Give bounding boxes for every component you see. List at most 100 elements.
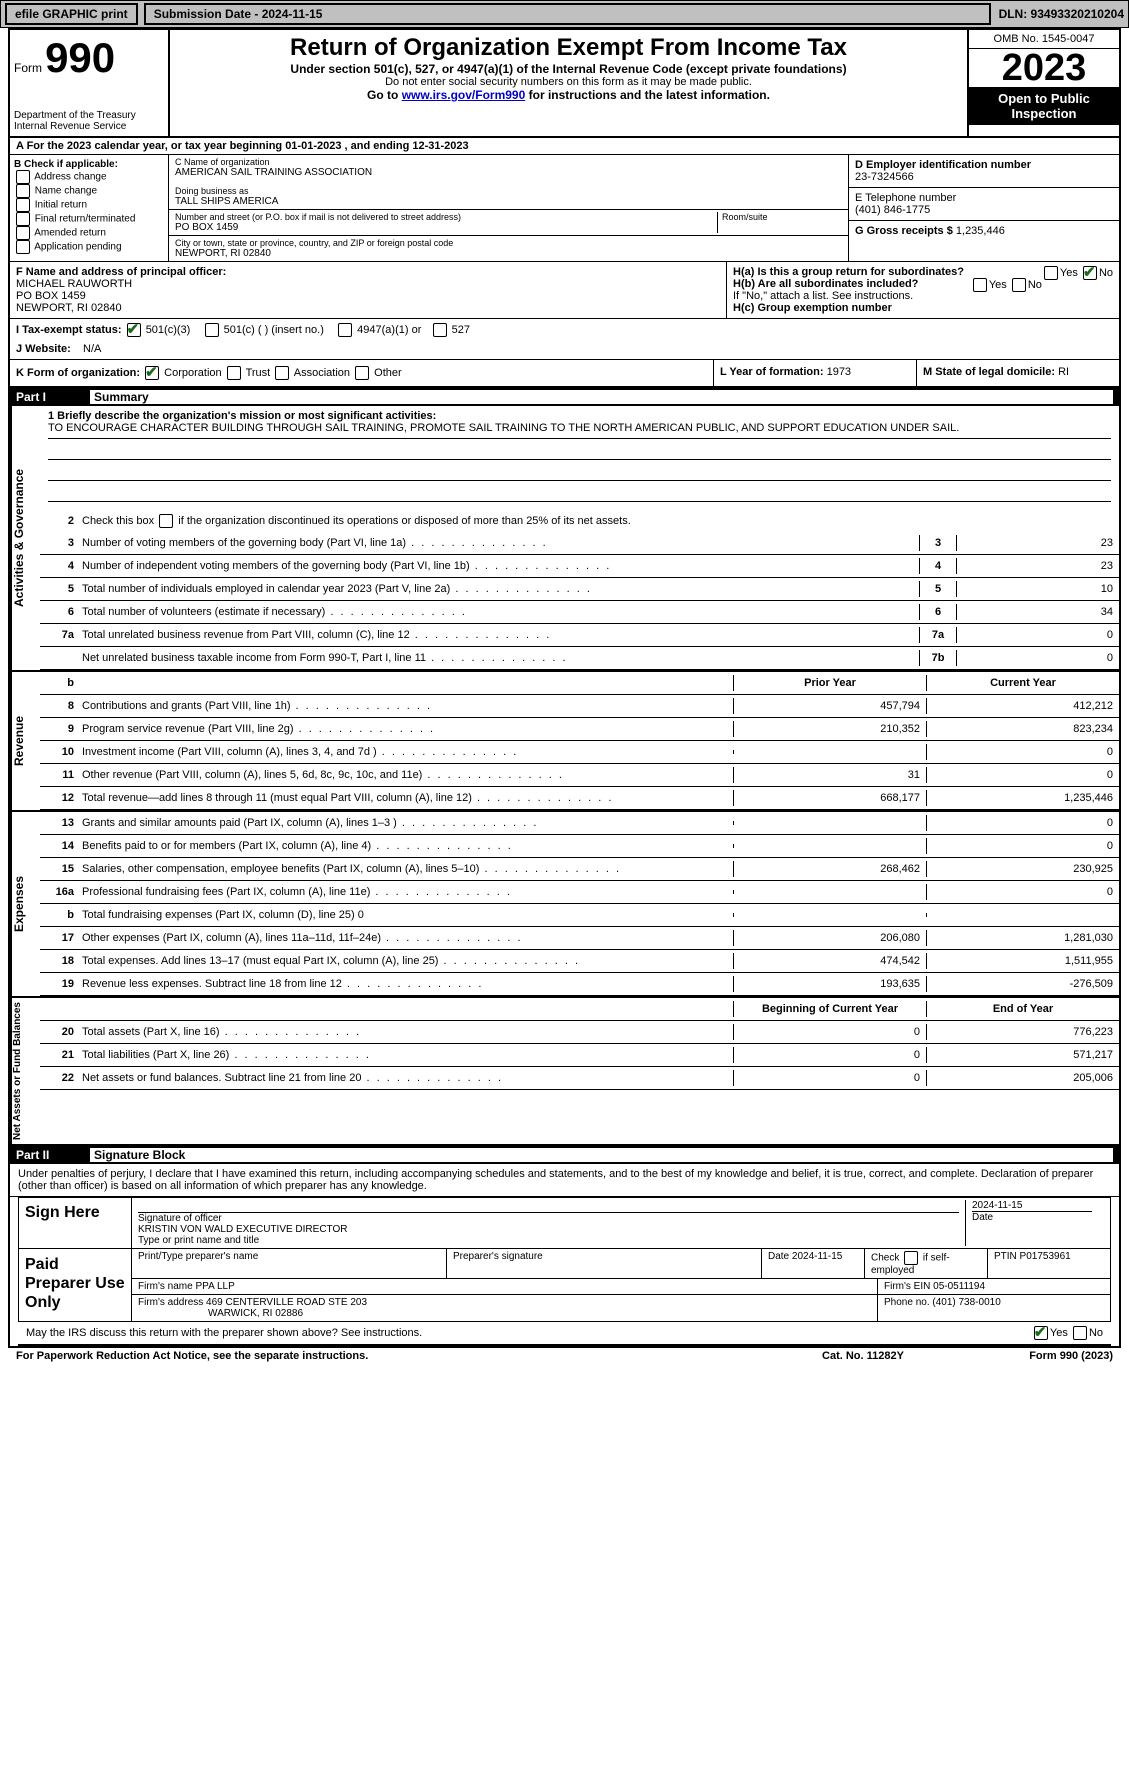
summary-expenses: Expenses 13 Grants and similar amounts p… [10, 812, 1119, 998]
check-association[interactable] [275, 366, 289, 380]
sign-here-block: Sign Here Signature of officer KRISTIN V… [18, 1197, 1111, 1249]
dba-name: TALL SHIPS AMERICA [175, 196, 842, 207]
hb-note: If "No," attach a list. See instructions… [733, 290, 1113, 302]
check-amended-return[interactable]: Amended return [14, 226, 164, 240]
preparer-date: Date 2024-11-15 [762, 1249, 865, 1278]
hb-no-check[interactable] [1012, 278, 1026, 292]
netassets-line-22: 22 Net assets or fund balances. Subtract… [40, 1067, 1119, 1090]
row-a-tax-year: A For the 2023 calendar year, or tax yea… [10, 138, 1119, 155]
summary-revenue: Revenue b Prior Year Current Year 8 Cont… [10, 672, 1119, 812]
check-4947[interactable] [338, 323, 352, 337]
form-footer: Form 990 (2023) [963, 1350, 1113, 1362]
open-public-inspection: Open to Public Inspection [969, 87, 1119, 125]
gov-line-7a: 7a Total unrelated business revenue from… [40, 624, 1119, 647]
discuss-no-check[interactable] [1073, 1326, 1087, 1340]
expense-line-b: b Total fundraising expenses (Part IX, c… [40, 904, 1119, 927]
expense-line-18: 18 Total expenses. Add lines 13–17 (must… [40, 950, 1119, 973]
expense-line-14: 14 Benefits paid to or for members (Part… [40, 835, 1119, 858]
revenue-line-12: 12 Total revenue—add lines 8 through 11 … [40, 787, 1119, 810]
tax-year: 2023 [969, 49, 1119, 87]
paid-preparer-label: Paid Preparer Use Only [19, 1249, 132, 1321]
form-header: Form 990 Department of the Treasury Inte… [10, 30, 1119, 138]
check-501c[interactable] [205, 323, 219, 337]
box-c: C Name of organization AMERICAN SAIL TRA… [169, 155, 849, 261]
sign-here-label: Sign Here [19, 1198, 132, 1248]
year-formation: 1973 [827, 366, 851, 378]
ha-yes-check[interactable] [1044, 266, 1058, 280]
year-formation-label: L Year of formation: [720, 366, 824, 378]
hb-yes-check[interactable] [973, 278, 987, 292]
firm-city: WARWICK, RI 02886 [138, 1308, 871, 1319]
discuss-with-preparer: May the IRS discuss this return with the… [18, 1322, 1111, 1346]
box-deg: D Employer identification number 23-7324… [849, 155, 1119, 261]
phone-label: E Telephone number [855, 192, 1113, 204]
line-2: 2 Check this box if the organization dis… [40, 510, 1119, 532]
box-b: B Check if applicable: Address change Na… [10, 155, 169, 261]
check-501c3[interactable] [127, 323, 141, 337]
ha-no-check[interactable] [1083, 266, 1097, 280]
hc-row: H(c) Group exemption number [733, 302, 1113, 314]
check-trust[interactable] [227, 366, 241, 380]
check-initial-return[interactable]: Initial return [14, 198, 164, 212]
section-fh: F Name and address of principal officer:… [10, 262, 1119, 319]
gross-receipts-value: 1,235,446 [956, 225, 1005, 237]
officer-name: MICHAEL RAUWORTH [16, 278, 720, 290]
section-bcde: B Check if applicable: Address change Na… [10, 155, 1119, 262]
check-address-change[interactable]: Address change [14, 170, 164, 184]
state-domicile-label: M State of legal domicile: [923, 366, 1055, 378]
gov-line-6: 6 Total number of volunteers (estimate i… [40, 601, 1119, 624]
part2-header: Part II Signature Block [10, 1146, 1119, 1164]
expense-line-13: 13 Grants and similar amounts paid (Part… [40, 812, 1119, 835]
gross-receipts-label: G Gross receipts $ [855, 225, 953, 237]
part1-header: Part I Summary [10, 388, 1119, 406]
netassets-line-20: 20 Total assets (Part X, line 16) 0 776,… [40, 1021, 1119, 1044]
discuss-yes-check[interactable] [1034, 1326, 1048, 1340]
top-toolbar: efile GRAPHIC print Submission Date - 20… [0, 0, 1129, 28]
summary-netassets: Net Assets or Fund Balances Beginning of… [10, 998, 1119, 1146]
sig-officer-name: KRISTIN VON WALD EXECUTIVE DIRECTOR [138, 1224, 347, 1235]
perjury-statement: Under penalties of perjury, I declare th… [10, 1164, 1119, 1197]
check-self-employed[interactable] [904, 1251, 918, 1265]
bottom-bar: For Paperwork Reduction Act Notice, see … [8, 1348, 1121, 1364]
submission-date: Submission Date - 2024-11-15 [144, 3, 991, 25]
check-other[interactable] [355, 366, 369, 380]
form-title: Return of Organization Exempt From Incom… [176, 34, 961, 62]
ein-value: 23-7324566 [855, 171, 1113, 183]
netassets-header: Beginning of Current Year End of Year [40, 998, 1119, 1021]
sig-officer-label: Signature of officer [138, 1213, 222, 1224]
check-name-change[interactable]: Name change [14, 184, 164, 198]
mission-text: TO ENCOURAGE CHARACTER BUILDING THROUGH … [48, 422, 1111, 439]
expense-line-17: 17 Other expenses (Part IX, column (A), … [40, 927, 1119, 950]
gov-line-5: 5 Total number of individuals employed i… [40, 578, 1119, 601]
tax-exempt-row: I Tax-exempt status: 501(c)(3) 501(c) ( … [16, 323, 727, 337]
form-org-label: K Form of organization: [16, 367, 140, 379]
officer-label: F Name and address of principal officer: [16, 266, 720, 278]
check-corporation[interactable] [145, 366, 159, 380]
section-klm: K Form of organization: Corporation Trus… [10, 360, 1119, 388]
irs-link[interactable]: www.irs.gov/Form990 [402, 88, 526, 102]
check-527[interactable] [433, 323, 447, 337]
vside-expenses: Expenses [10, 812, 40, 996]
gov-line-7b: Net unrelated business taxable income fr… [40, 647, 1119, 670]
check-application-pending[interactable]: Application pending [14, 240, 164, 254]
gov-line-3: 3 Number of voting members of the govern… [40, 532, 1119, 555]
vside-netassets: Net Assets or Fund Balances [10, 998, 40, 1144]
preparer-self-employed: Check if self-employed [865, 1249, 988, 1278]
expense-line-15: 15 Salaries, other compensation, employe… [40, 858, 1119, 881]
ein-label: D Employer identification number [855, 159, 1113, 171]
form-subtitle-3: Go to www.irs.gov/Form990 for instructio… [176, 88, 961, 102]
form-subtitle-2: Do not enter social security numbers on … [176, 76, 961, 88]
mission-label: 1 Briefly describe the organization's mi… [48, 410, 1111, 422]
officer-street: PO BOX 1459 [16, 290, 720, 302]
efile-print-button[interactable]: efile GRAPHIC print [5, 3, 138, 25]
dln-label: DLN: 93493320210204 [999, 7, 1124, 21]
vside-revenue: Revenue [10, 672, 40, 810]
expense-line-19: 19 Revenue less expenses. Subtract line … [40, 973, 1119, 996]
revenue-line-10: 10 Investment income (Part VIII, column … [40, 741, 1119, 764]
revenue-line-8: 8 Contributions and grants (Part VIII, l… [40, 695, 1119, 718]
org-name-label: C Name of organization [175, 157, 842, 167]
cat-no: Cat. No. 11282Y [763, 1350, 963, 1362]
dept-treasury: Department of the Treasury Internal Reve… [14, 110, 164, 132]
check-final-return[interactable]: Final return/terminated [14, 212, 164, 226]
check-discontinued[interactable] [159, 514, 173, 528]
